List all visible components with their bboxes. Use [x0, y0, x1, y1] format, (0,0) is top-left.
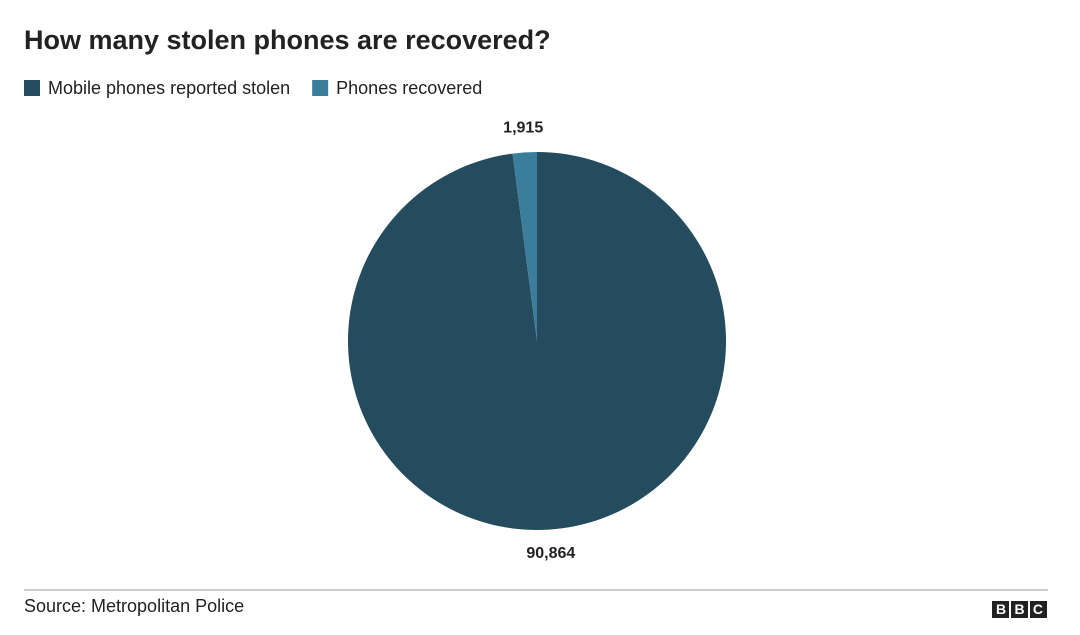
logo: BBC	[996, 601, 1043, 617]
data-label: 90,864	[526, 545, 575, 562]
legend-label: Mobile phones reported stolen	[48, 78, 290, 98]
legend-swatch	[24, 80, 40, 96]
pie-slice	[512, 152, 537, 341]
legend-label: Phones recovered	[336, 78, 482, 98]
logo-box	[992, 601, 1009, 618]
source: Source: Metropolitan Police	[24, 596, 244, 616]
logo-box	[1030, 601, 1047, 618]
logo-box	[1011, 601, 1028, 618]
legend-swatch	[312, 80, 329, 96]
chart-title: How many stolen phones are recovered?	[24, 25, 551, 55]
data-label: 1,915	[503, 120, 543, 137]
pie-slice	[347, 152, 726, 530]
